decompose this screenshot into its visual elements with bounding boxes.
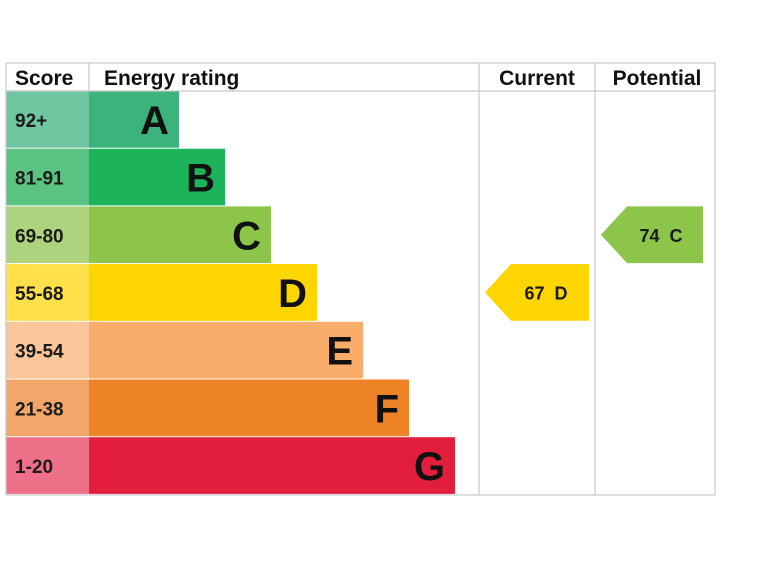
band-letter-e: E bbox=[326, 330, 353, 374]
header-score: Score bbox=[15, 67, 73, 90]
score-range-b: 81-91 bbox=[15, 169, 64, 190]
potential-arrow bbox=[601, 206, 703, 264]
band-letter-d: D bbox=[278, 272, 307, 316]
score-cell-f bbox=[6, 379, 89, 437]
score-range-f: 21-38 bbox=[15, 399, 64, 420]
score-cell-b bbox=[6, 148, 89, 206]
band-letter-g: G bbox=[414, 445, 445, 489]
current-arrow bbox=[485, 264, 589, 321]
band-letter-c: C bbox=[232, 214, 261, 258]
band-bar-e bbox=[89, 321, 363, 379]
band-bar-f bbox=[89, 379, 409, 437]
band-bar-d bbox=[89, 264, 317, 321]
band-letter-f: F bbox=[375, 387, 399, 431]
score-range-g: 1-20 bbox=[15, 457, 53, 478]
header-energy-rating: Energy rating bbox=[104, 67, 239, 90]
table-border bbox=[5, 62, 716, 496]
band-bar-a bbox=[89, 91, 179, 148]
score-cell-e bbox=[6, 321, 89, 379]
header-current: Current bbox=[499, 67, 575, 90]
score-range-c: 69-80 bbox=[15, 226, 64, 247]
score-range-a: 92+ bbox=[15, 111, 47, 132]
potential-rating-label: 74 C bbox=[639, 226, 682, 246]
score-cell-c bbox=[6, 206, 89, 264]
score-range-e: 39-54 bbox=[15, 342, 64, 363]
band-bar-c bbox=[89, 206, 271, 264]
band-bar-g bbox=[89, 437, 455, 494]
score-cell-d bbox=[6, 264, 89, 321]
band-letter-b: B bbox=[186, 157, 215, 201]
header-potential: Potential bbox=[613, 67, 702, 90]
band-letter-a: A bbox=[140, 99, 169, 143]
score-cell-g bbox=[6, 437, 89, 494]
band-bar-b bbox=[89, 148, 225, 206]
score-cell-a bbox=[6, 91, 89, 148]
score-range-d: 55-68 bbox=[15, 284, 64, 305]
current-rating-label: 67 D bbox=[524, 283, 567, 303]
